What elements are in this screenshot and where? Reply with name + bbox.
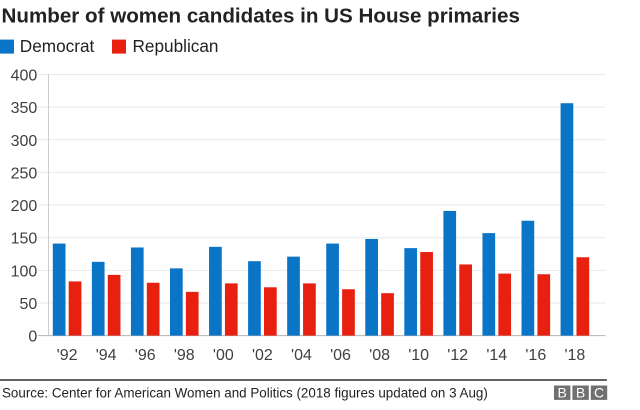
svg-text:300: 300 (11, 133, 38, 150)
svg-text:'04: '04 (291, 347, 312, 364)
svg-text:C: C (594, 385, 604, 401)
svg-text:'16: '16 (525, 347, 546, 364)
svg-text:150: 150 (11, 231, 38, 248)
svg-text:'02: '02 (252, 347, 273, 364)
svg-text:Number of women candidates in: Number of women candidates in US House p… (2, 4, 520, 27)
svg-text:'12: '12 (447, 347, 468, 364)
svg-text:0: 0 (28, 329, 37, 346)
svg-text:100: 100 (11, 263, 38, 280)
svg-text:350: 350 (11, 100, 38, 117)
svg-text:'92: '92 (57, 347, 78, 364)
svg-text:Democrat: Democrat (20, 36, 95, 56)
svg-text:'98: '98 (174, 347, 195, 364)
svg-text:B: B (558, 385, 567, 401)
svg-text:'14: '14 (486, 347, 507, 364)
svg-text:50: 50 (20, 296, 38, 313)
svg-text:'94: '94 (96, 347, 117, 364)
svg-text:'10: '10 (408, 347, 429, 364)
svg-text:250: 250 (11, 165, 38, 182)
svg-text:'08: '08 (369, 347, 390, 364)
svg-text:'18: '18 (564, 347, 585, 364)
svg-text:B: B (576, 385, 585, 401)
svg-text:'00: '00 (213, 347, 234, 364)
svg-text:400: 400 (11, 68, 38, 85)
svg-text:'06: '06 (330, 347, 351, 364)
svg-text:'96: '96 (135, 347, 156, 364)
svg-text:Republican: Republican (133, 36, 219, 56)
svg-text:Source: Center for American Wo: Source: Center for American Women and Po… (2, 385, 488, 400)
svg-text:200: 200 (11, 198, 38, 215)
